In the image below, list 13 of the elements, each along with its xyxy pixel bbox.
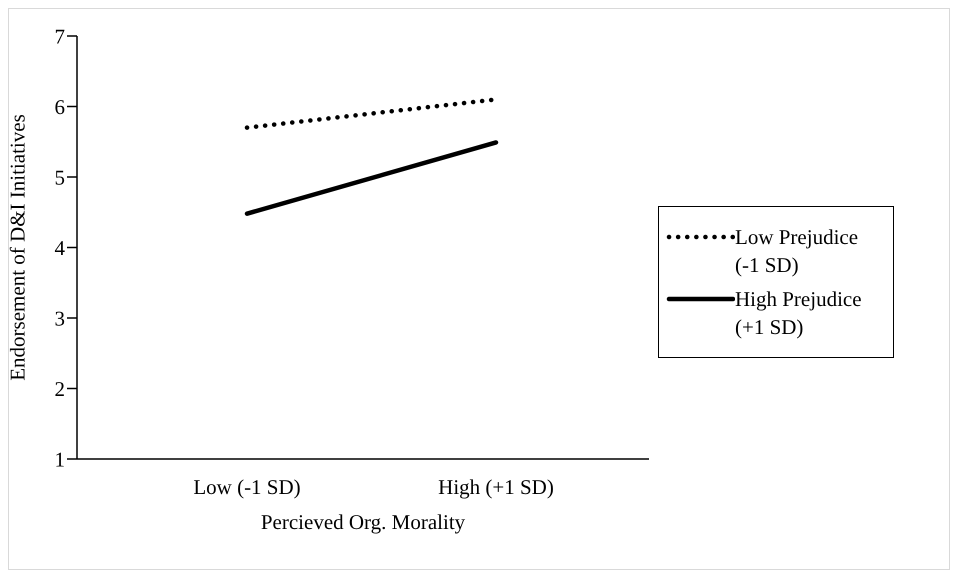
x-axis-title: Percieved Org. Morality — [260, 510, 466, 534]
y-tick-label: 5 — [54, 165, 65, 190]
y-tick-label: 7 — [54, 24, 65, 48]
y-tick-label: 2 — [54, 376, 65, 401]
y-tick-label: 4 — [54, 236, 66, 260]
y-axis-title: Endorsement of D&I Initiatives — [5, 114, 30, 381]
x-tick-label: Low (-1 SD) — [193, 474, 301, 499]
y-tick-label: 6 — [54, 94, 65, 119]
y-tick-label: 3 — [54, 306, 65, 330]
legend-label: High Prejudice (+1 SD) — [735, 286, 863, 341]
x-tick-label: High (+1 SD) — [438, 474, 554, 499]
legend-label: Low Prejudice (-1 SD) — [735, 224, 860, 279]
y-tick-label: 1 — [54, 447, 65, 472]
